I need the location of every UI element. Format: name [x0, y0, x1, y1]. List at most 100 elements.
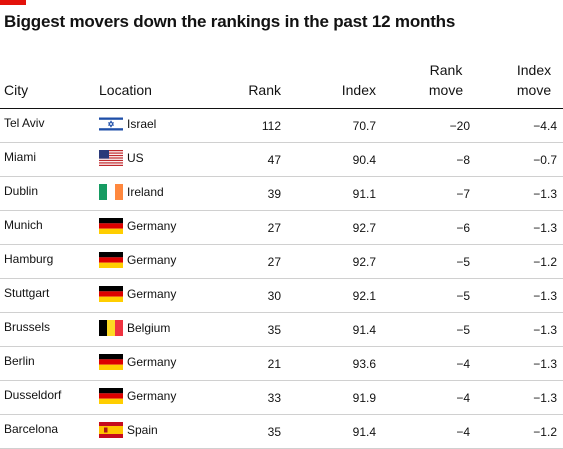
city-cell: Tel Aviv	[0, 108, 99, 143]
location-cell: Ireland	[99, 176, 229, 211]
rank-cell: 35	[229, 414, 281, 449]
rank-cell: 35	[229, 312, 281, 347]
header-rank: Rank	[229, 56, 281, 109]
location-cell: US	[99, 142, 229, 177]
location-cell: Germany	[99, 210, 229, 245]
index-cell: 92.7	[281, 244, 376, 279]
rank-move-cell: −4	[376, 414, 470, 449]
index-move-cell: −1.2	[470, 244, 563, 279]
rank-cell: 21	[229, 346, 281, 381]
city-name: Tel Aviv	[4, 115, 45, 130]
index-cell: 92.7	[281, 210, 376, 245]
location-cell: Germany	[99, 244, 229, 279]
header-location: Location	[99, 56, 229, 109]
table-row: Brussels Belgium 35 91.4 −5 −1.3	[0, 312, 563, 347]
city-cell: Dusseldorf	[0, 380, 99, 415]
us-flag-icon	[99, 150, 123, 166]
header-index-move: Index move	[470, 56, 563, 109]
header-city: City	[0, 56, 99, 109]
israel-flag-icon	[99, 116, 123, 132]
index-move-cell: −1.3	[470, 210, 563, 245]
germany-flag-icon	[99, 388, 123, 404]
header-index: Index	[281, 56, 376, 109]
location-name: Spain	[127, 423, 158, 437]
index-cell: 91.4	[281, 312, 376, 347]
location-name: Israel	[127, 117, 157, 131]
rank-move-cell: −5	[376, 278, 470, 313]
city-cell: Barcelona	[0, 414, 99, 449]
header-rank-move-label: Rank move	[428, 62, 464, 98]
rank-cell: 47	[229, 142, 281, 177]
rank-cell: 112	[229, 108, 281, 143]
rank-move-cell: −4	[376, 380, 470, 415]
spain-flag-icon	[99, 422, 123, 438]
location-name: Germany	[127, 355, 177, 369]
rank-move-cell: −5	[376, 244, 470, 279]
index-move-cell: −4.4	[470, 108, 563, 143]
table-row: Tel Aviv Israel 112 70.7 −20 −4.4	[0, 108, 563, 143]
accent-bar	[0, 0, 26, 5]
header-index-move-label: Index move	[516, 62, 552, 98]
table-row: Miami US 47 90.4 −8 −0.7	[0, 142, 563, 177]
rank-cell: 30	[229, 278, 281, 313]
location-name: Germany	[127, 219, 177, 233]
germany-flag-icon	[99, 252, 123, 268]
rank-move-cell: −5	[376, 312, 470, 347]
city-name: Dublin	[4, 183, 39, 198]
rank-cell: 27	[229, 210, 281, 245]
table-header-row: City Location Rank Index Rank move Index…	[0, 56, 563, 109]
city-name: Miami	[4, 149, 36, 164]
table-row: Munich Germany 27 92.7 −6 −1.3	[0, 210, 563, 245]
city-cell: Dublin	[0, 176, 99, 211]
location-name: Belgium	[127, 321, 171, 335]
city-cell: Berlin	[0, 346, 99, 381]
rank-cell: 39	[229, 176, 281, 211]
city-name: Brussels	[4, 319, 51, 334]
page-title: Biggest movers down the rankings in the …	[4, 12, 456, 31]
city-cell: Munich	[0, 210, 99, 245]
location-name: Ireland	[127, 185, 164, 199]
city-cell: Brussels	[0, 312, 99, 347]
index-cell: 91.9	[281, 380, 376, 415]
location-name: Germany	[127, 389, 177, 403]
rank-cell: 27	[229, 244, 281, 279]
location-cell: Germany	[99, 346, 229, 381]
index-cell: 91.4	[281, 414, 376, 449]
city-cell: Stuttgart	[0, 278, 99, 313]
germany-flag-icon	[99, 286, 123, 302]
index-cell: 70.7	[281, 108, 376, 143]
city-name: Dusseldorf	[4, 387, 62, 402]
table-row: Hamburg Germany 27 92.7 −5 −1.2	[0, 244, 563, 279]
index-cell: 92.1	[281, 278, 376, 313]
table-row: Dublin Ireland 39 91.1 −7 −1.3	[0, 176, 563, 211]
rankings-table: City Location Rank Index Rank move Index…	[0, 56, 563, 449]
index-move-cell: −1.3	[470, 278, 563, 313]
belgium-flag-icon	[99, 320, 123, 336]
city-cell: Miami	[0, 142, 99, 177]
index-move-cell: −1.3	[470, 312, 563, 347]
table-row: Stuttgart Germany 30 92.1 −5 −1.3	[0, 278, 563, 313]
index-cell: 91.1	[281, 176, 376, 211]
location-name: Germany	[127, 287, 177, 301]
ireland-flag-icon	[99, 184, 123, 200]
location-cell: Germany	[99, 278, 229, 313]
index-cell: 93.6	[281, 346, 376, 381]
city-name: Stuttgart	[4, 285, 50, 300]
table-row: Berlin Germany 21 93.6 −4 −1.3	[0, 346, 563, 381]
header-rank-move: Rank move	[376, 56, 470, 109]
index-move-cell: −1.2	[470, 414, 563, 449]
rank-move-cell: −6	[376, 210, 470, 245]
germany-flag-icon	[99, 218, 123, 234]
index-move-cell: −1.3	[470, 380, 563, 415]
city-name: Munich	[4, 217, 43, 232]
index-move-cell: −1.3	[470, 176, 563, 211]
germany-flag-icon	[99, 354, 123, 370]
index-cell: 90.4	[281, 142, 376, 177]
table-row: Dusseldorf Germany 33 91.9 −4 −1.3	[0, 380, 563, 415]
rank-move-cell: −4	[376, 346, 470, 381]
rank-move-cell: −20	[376, 108, 470, 143]
location-cell: Israel	[99, 108, 229, 143]
rank-cell: 33	[229, 380, 281, 415]
location-name: US	[127, 151, 144, 165]
location-cell: Spain	[99, 414, 229, 449]
